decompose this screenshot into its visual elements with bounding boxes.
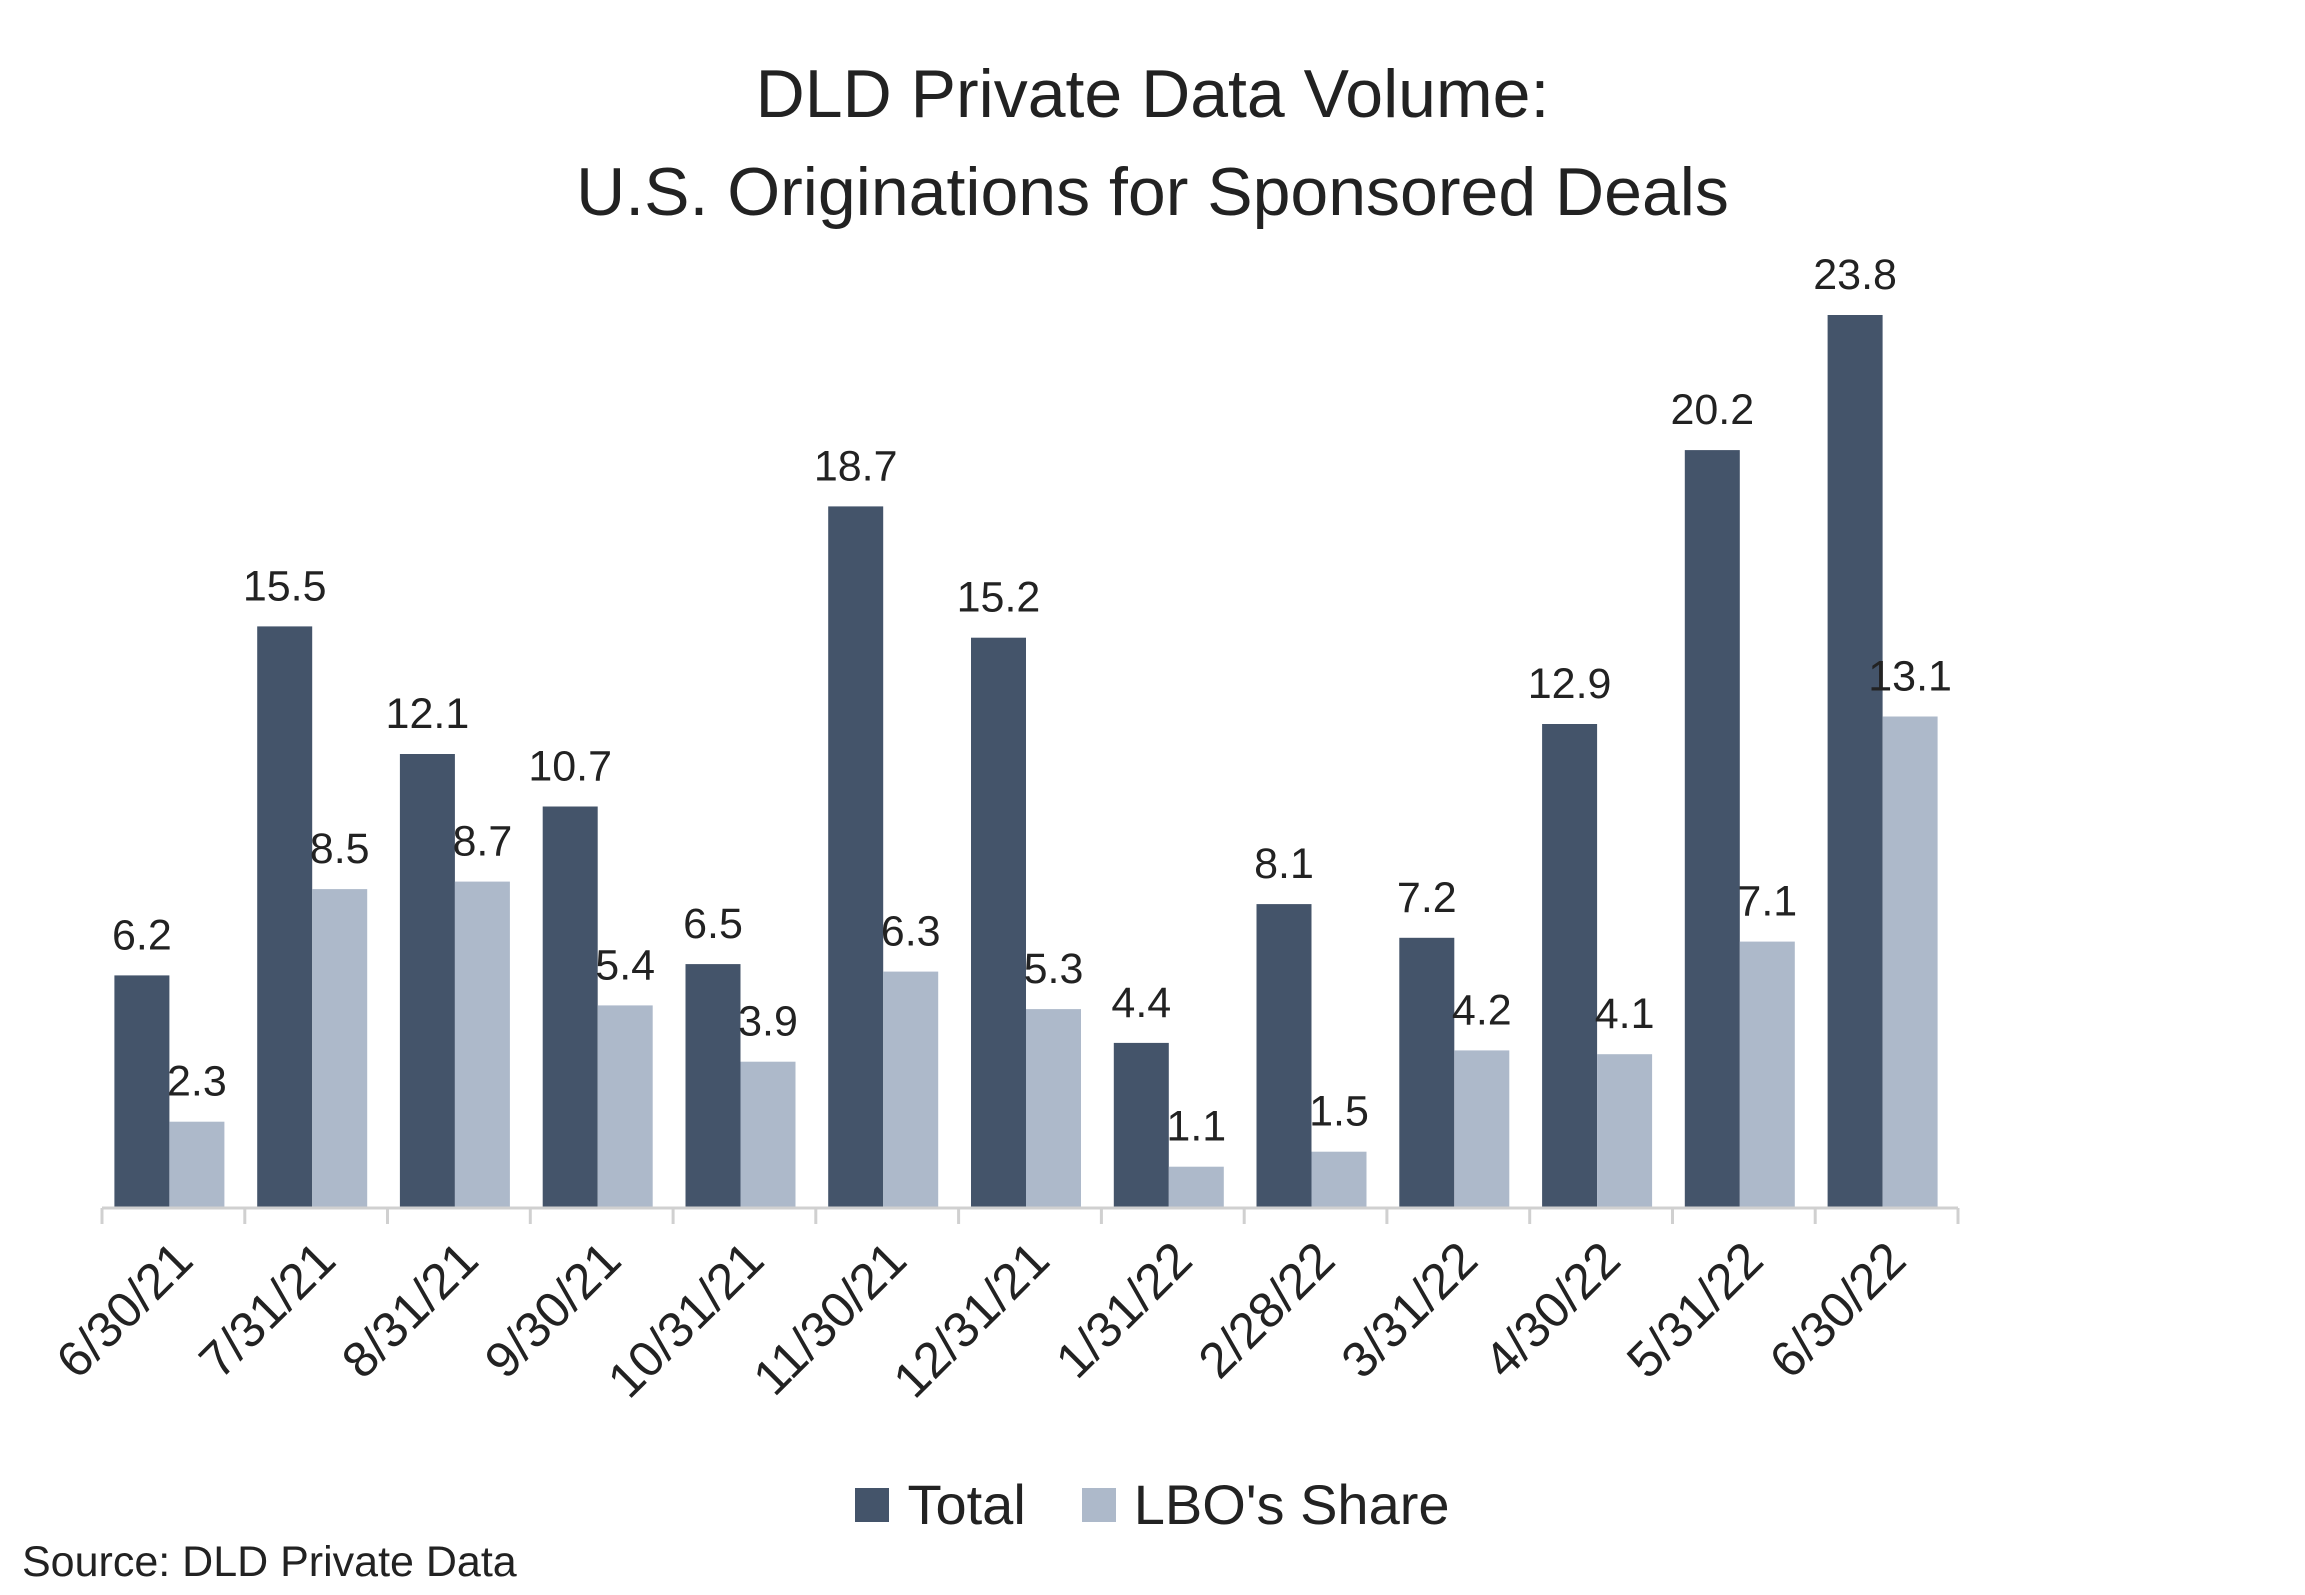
bar-lbo-share-10 bbox=[1597, 1054, 1653, 1208]
bar-total-5 bbox=[828, 506, 884, 1208]
bar-total-3 bbox=[542, 806, 598, 1208]
bar-lbo-share-6 bbox=[1026, 1009, 1081, 1208]
x-tick-label-6: 12/31/21 bbox=[883, 1231, 1060, 1408]
legend-item-total: Total bbox=[855, 1472, 1026, 1537]
x-tick-label-7: 1/31/22 bbox=[1045, 1231, 1203, 1389]
x-tick-label-1: 7/31/21 bbox=[188, 1231, 346, 1389]
x-tick-label-9: 3/31/22 bbox=[1331, 1231, 1489, 1389]
bar-lbo-share-1 bbox=[312, 889, 368, 1208]
chart-title: DLD Private Data Volume: bbox=[755, 56, 1550, 132]
bar-total-2 bbox=[399, 754, 455, 1208]
bar-lbo-share-11 bbox=[1739, 941, 1795, 1208]
chart-subtitle: U.S. Originations for Sponsored Deals bbox=[576, 154, 1729, 230]
bar-lbo-share-7 bbox=[1168, 1166, 1224, 1208]
data-label-total-4: 6.5 bbox=[683, 900, 743, 948]
x-tick-label-12: 6/30/22 bbox=[1759, 1231, 1917, 1389]
x-tick-label-10: 4/30/22 bbox=[1473, 1231, 1631, 1389]
bar-total-10 bbox=[1542, 724, 1598, 1208]
bar-total-12 bbox=[1827, 315, 1883, 1208]
bar-lbo-share-2 bbox=[454, 881, 510, 1208]
bar-lbo-share-8 bbox=[1311, 1151, 1367, 1208]
bar-total-4 bbox=[685, 964, 741, 1208]
data-label-total-1: 15.5 bbox=[243, 562, 327, 610]
bar-lbo-share-5 bbox=[883, 971, 939, 1208]
bar-total-9 bbox=[1399, 937, 1455, 1208]
legend: Total LBO's Share bbox=[0, 1472, 2305, 1537]
bar-lbo-share-0 bbox=[169, 1121, 225, 1208]
data-label-lbo-share-2: 8.7 bbox=[453, 818, 513, 866]
data-label-lbo-share-10: 4.1 bbox=[1595, 990, 1655, 1038]
data-label-total-12: 23.8 bbox=[1813, 251, 1897, 299]
bar-lbo-share-9 bbox=[1454, 1050, 1510, 1208]
x-tick-label-0: 6/30/21 bbox=[46, 1231, 204, 1389]
bar-total-1 bbox=[257, 626, 313, 1208]
x-tick-label-2: 8/31/21 bbox=[331, 1231, 489, 1389]
bar-marks bbox=[114, 315, 1938, 1209]
data-label-lbo-share-1: 8.5 bbox=[310, 825, 370, 873]
data-label-total-5: 18.7 bbox=[814, 442, 898, 490]
bar-lbo-share-4 bbox=[740, 1061, 796, 1208]
chart-title-block: DLD Private Data Volume: U.S. Originatio… bbox=[0, 45, 2305, 241]
data-label-lbo-share-7: 1.1 bbox=[1166, 1103, 1226, 1151]
x-tick-label-5: 11/30/21 bbox=[742, 1231, 917, 1406]
legend-label-total: Total bbox=[907, 1473, 1026, 1536]
bar-total-6 bbox=[971, 637, 1026, 1208]
bar-lbo-share-12 bbox=[1882, 716, 1938, 1208]
x-tick-label-11: 5/31/22 bbox=[1616, 1231, 1774, 1389]
data-label-lbo-share-4: 3.9 bbox=[738, 998, 798, 1046]
data-label-lbo-share-11: 7.1 bbox=[1737, 878, 1797, 926]
bar-total-0 bbox=[114, 975, 170, 1208]
data-label-lbo-share-6: 5.3 bbox=[1024, 945, 1084, 993]
data-label-lbo-share-12: 13.1 bbox=[1868, 653, 1952, 701]
legend-swatch-total bbox=[855, 1487, 890, 1522]
legend-label-lbo-share: LBO's Share bbox=[1133, 1473, 1450, 1536]
data-label-lbo-share-5: 6.3 bbox=[881, 908, 941, 956]
source-note: Source: DLD Private Data bbox=[22, 1538, 517, 1586]
x-tick-label-8: 2/28/22 bbox=[1188, 1231, 1346, 1389]
data-label-total-0: 6.2 bbox=[112, 911, 172, 959]
data-label-lbo-share-0: 2.3 bbox=[167, 1058, 227, 1106]
x-tick-labels: 6/30/217/31/218/31/219/30/2110/31/2111/3… bbox=[46, 1231, 1917, 1408]
data-label-total-7: 4.4 bbox=[1111, 979, 1171, 1027]
x-tick-label-4: 10/31/21 bbox=[597, 1231, 774, 1408]
data-label-lbo-share-3: 5.4 bbox=[595, 941, 655, 989]
data-label-total-10: 12.9 bbox=[1528, 660, 1612, 708]
data-label-total-9: 7.2 bbox=[1397, 874, 1457, 922]
data-label-total-3: 10.7 bbox=[528, 743, 612, 791]
bar-total-8 bbox=[1256, 904, 1312, 1208]
data-label-lbo-share-9: 4.2 bbox=[1452, 986, 1512, 1034]
data-labels: 6.2 2.3 15.5 8.5 12.1 8.7 10.7 5.4 6.5 3.9 18.7 6.3… bbox=[112, 251, 1952, 1151]
data-label-total-8: 8.1 bbox=[1254, 840, 1314, 888]
data-label-lbo-share-8: 1.5 bbox=[1309, 1088, 1369, 1136]
legend-item-lbo-share: LBO's Share bbox=[1081, 1472, 1450, 1537]
bar-total-11 bbox=[1684, 450, 1740, 1209]
bar-lbo-share-3 bbox=[597, 1005, 653, 1208]
data-label-total-2: 12.1 bbox=[386, 690, 470, 738]
data-label-total-11: 20.2 bbox=[1670, 386, 1754, 434]
legend-swatch-lbo-share bbox=[1081, 1487, 1116, 1522]
data-label-total-6: 15.2 bbox=[957, 574, 1041, 622]
x-axis bbox=[100, 1206, 1960, 1224]
bar-total-7 bbox=[1113, 1042, 1169, 1208]
